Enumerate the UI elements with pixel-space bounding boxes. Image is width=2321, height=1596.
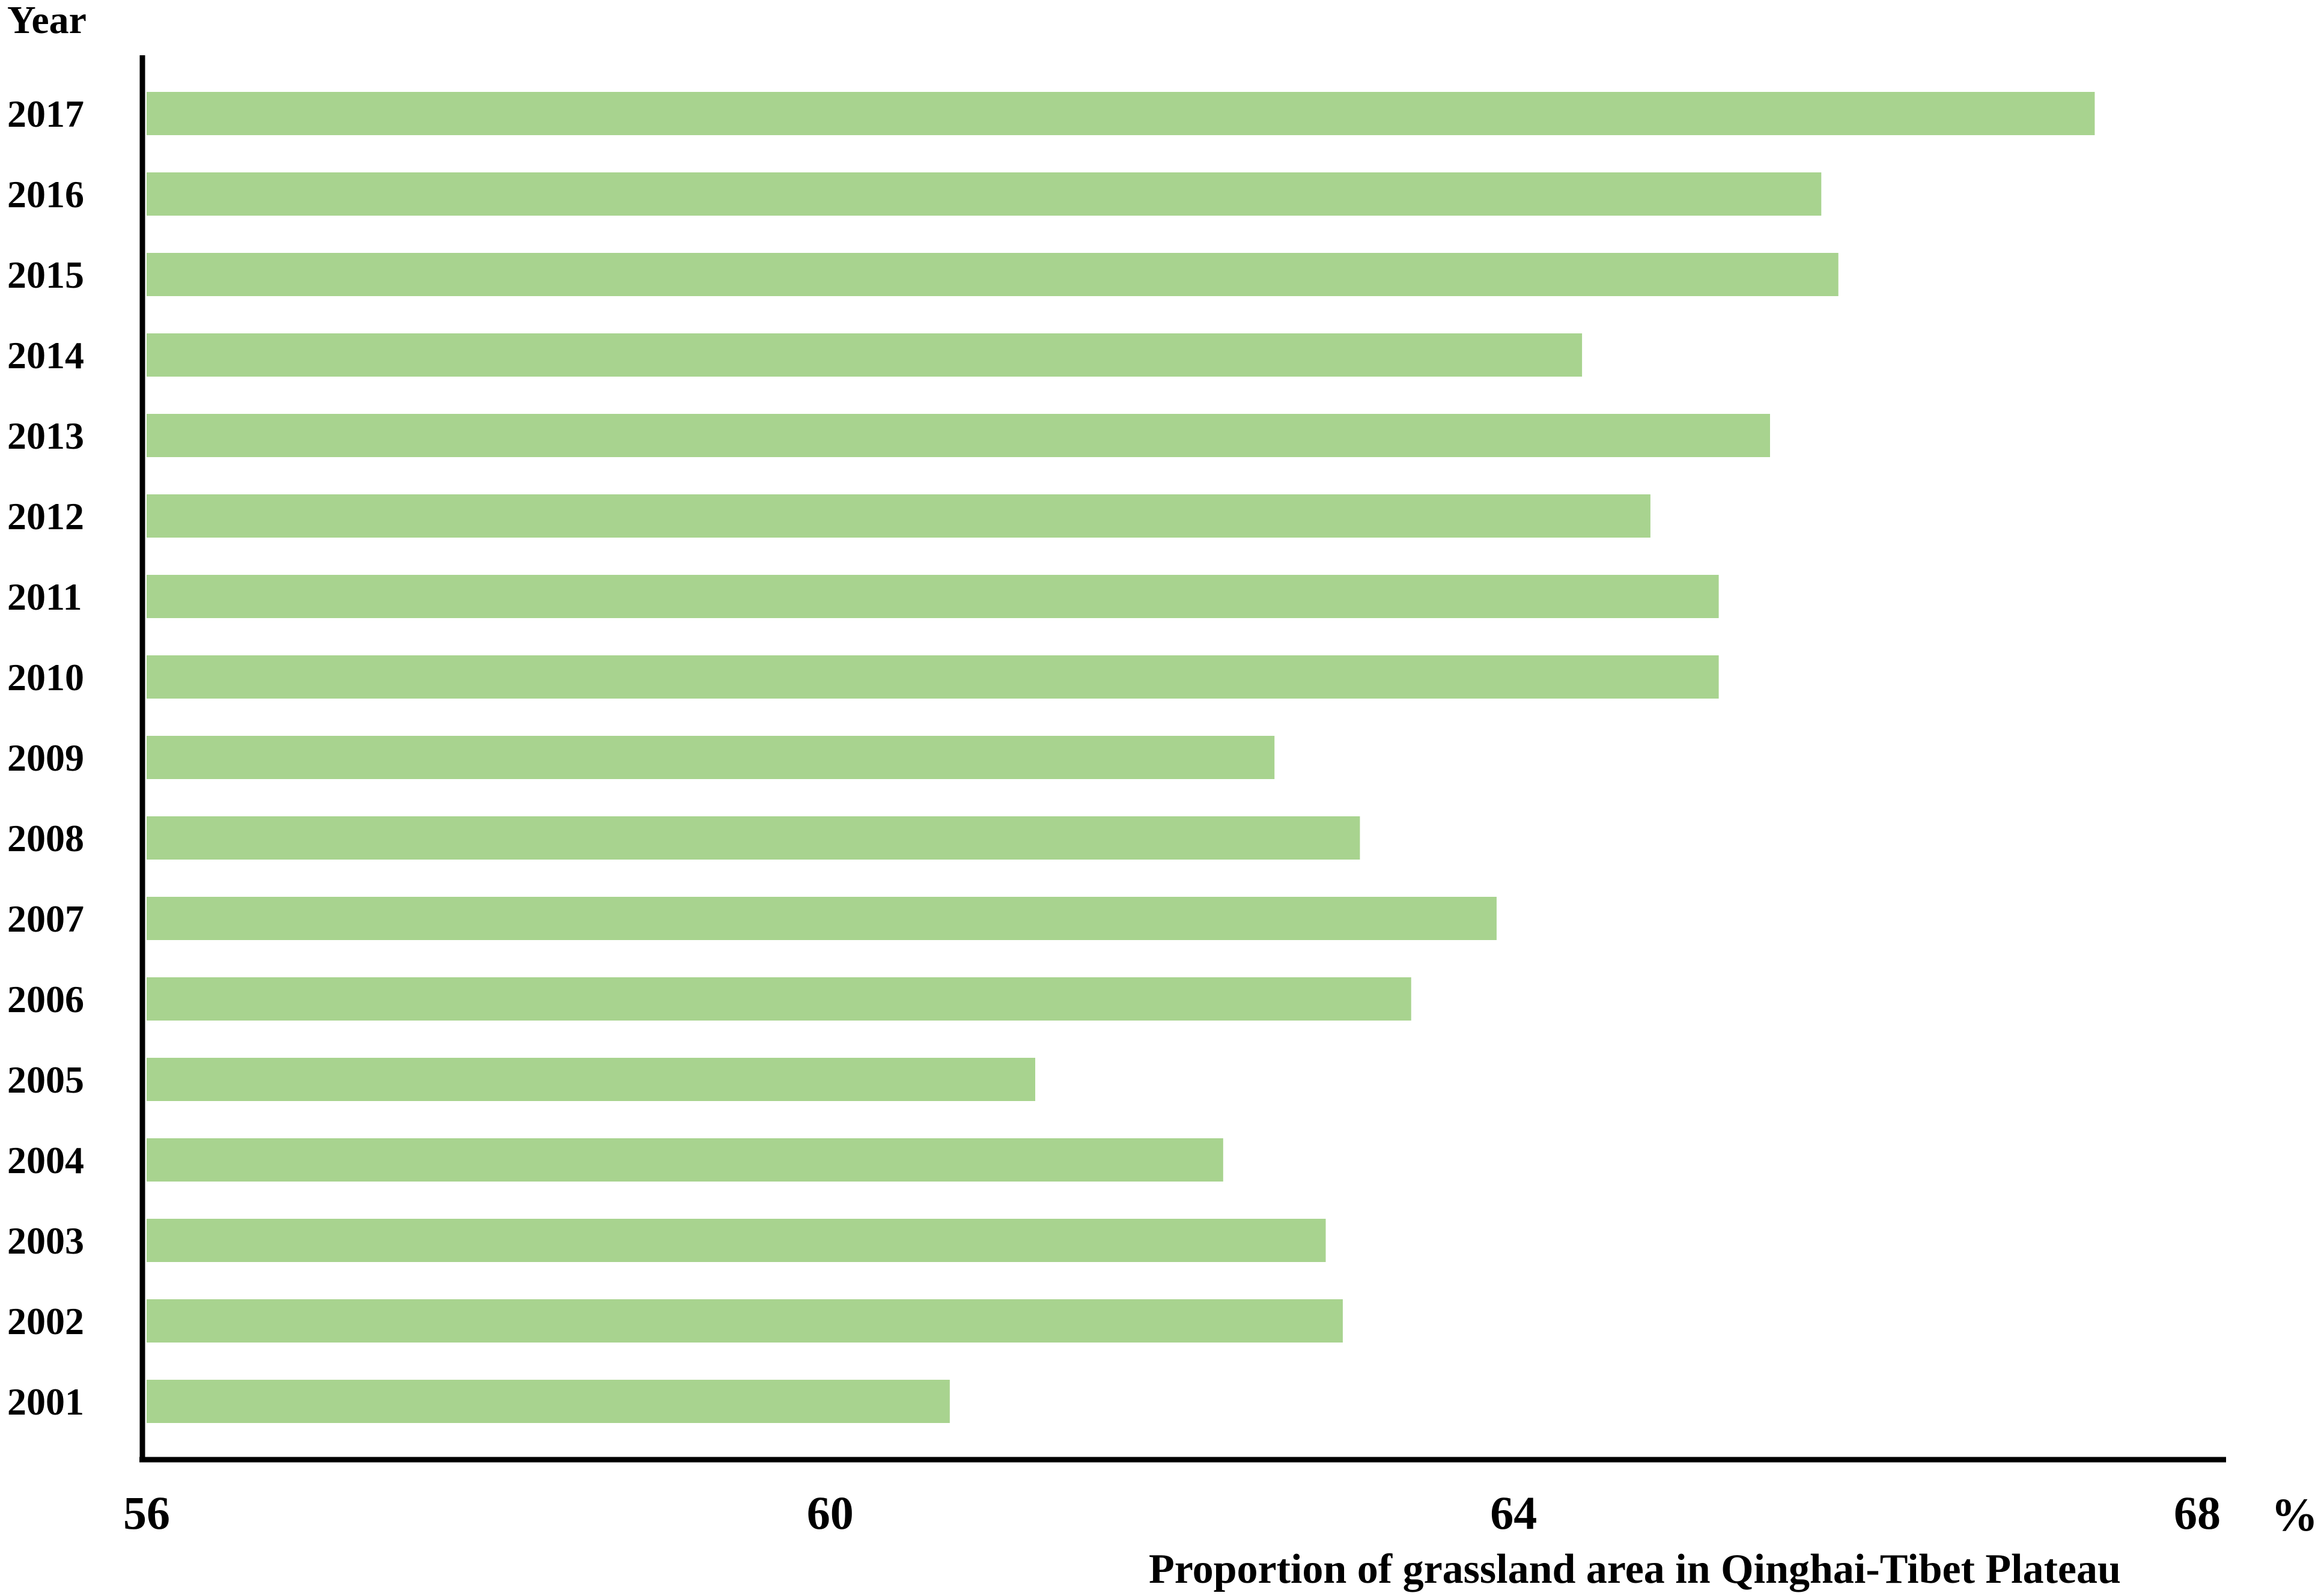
bar-2017 [147, 92, 2095, 135]
bar-2006 [147, 977, 1411, 1021]
year-label-2012: 2012 [7, 495, 84, 538]
year-label-2001: 2001 [7, 1380, 84, 1423]
year-label-2003: 2003 [7, 1219, 84, 1262]
year-label-2002: 2002 [7, 1300, 84, 1343]
bar-2003 [147, 1219, 1326, 1262]
x-tick-label-68: 68 [2174, 1487, 2221, 1539]
year-label-2011: 2011 [7, 575, 82, 618]
year-label-2013: 2013 [7, 414, 84, 457]
year-label-2008: 2008 [7, 817, 84, 860]
bar-2007 [147, 897, 1497, 940]
bar-2002 [147, 1299, 1343, 1343]
bar-2009 [147, 736, 1275, 779]
year-label-2005: 2005 [7, 1058, 84, 1101]
bar-2005 [147, 1058, 1035, 1101]
x-tick-label-64: 64 [1490, 1487, 1537, 1539]
year-label-2017: 2017 [7, 93, 84, 135]
year-label-2009: 2009 [7, 736, 84, 779]
bar-2013 [147, 414, 1770, 457]
year-label-2016: 2016 [7, 173, 84, 216]
bar-2001 [147, 1380, 950, 1423]
year-label-2014: 2014 [7, 334, 84, 377]
bar-2011 [147, 575, 1719, 618]
bar-2012 [147, 494, 1650, 538]
year-label-2010: 2010 [7, 656, 84, 699]
bar-2008 [147, 816, 1360, 860]
year-label-2015: 2015 [7, 253, 84, 296]
bar-2016 [147, 172, 1822, 216]
x-axis-title: Proportion of grassland area in Qinghai-… [1149, 1546, 2121, 1592]
x-tick-label-56: 56 [123, 1487, 170, 1539]
bars-group [147, 92, 2095, 1423]
x-axis-unit: % [2271, 1488, 2318, 1541]
year-label-2004: 2004 [7, 1139, 84, 1182]
bar-2015 [147, 253, 1839, 296]
bar-2004 [147, 1138, 1223, 1182]
bar-2010 [147, 655, 1719, 699]
year-labels-group: 2017 2016 2015 2014 2013 2012 2011 2010 2009 2008… [7, 93, 84, 1423]
year-label-2007: 2007 [7, 897, 84, 940]
x-tick-labels-group: 56 60 64 68 [123, 1487, 2221, 1539]
x-tick-label-60: 60 [807, 1487, 854, 1539]
y-axis-title: Year [7, 0, 87, 42]
bar-2014 [147, 333, 1583, 377]
year-label-2006: 2006 [7, 978, 84, 1021]
